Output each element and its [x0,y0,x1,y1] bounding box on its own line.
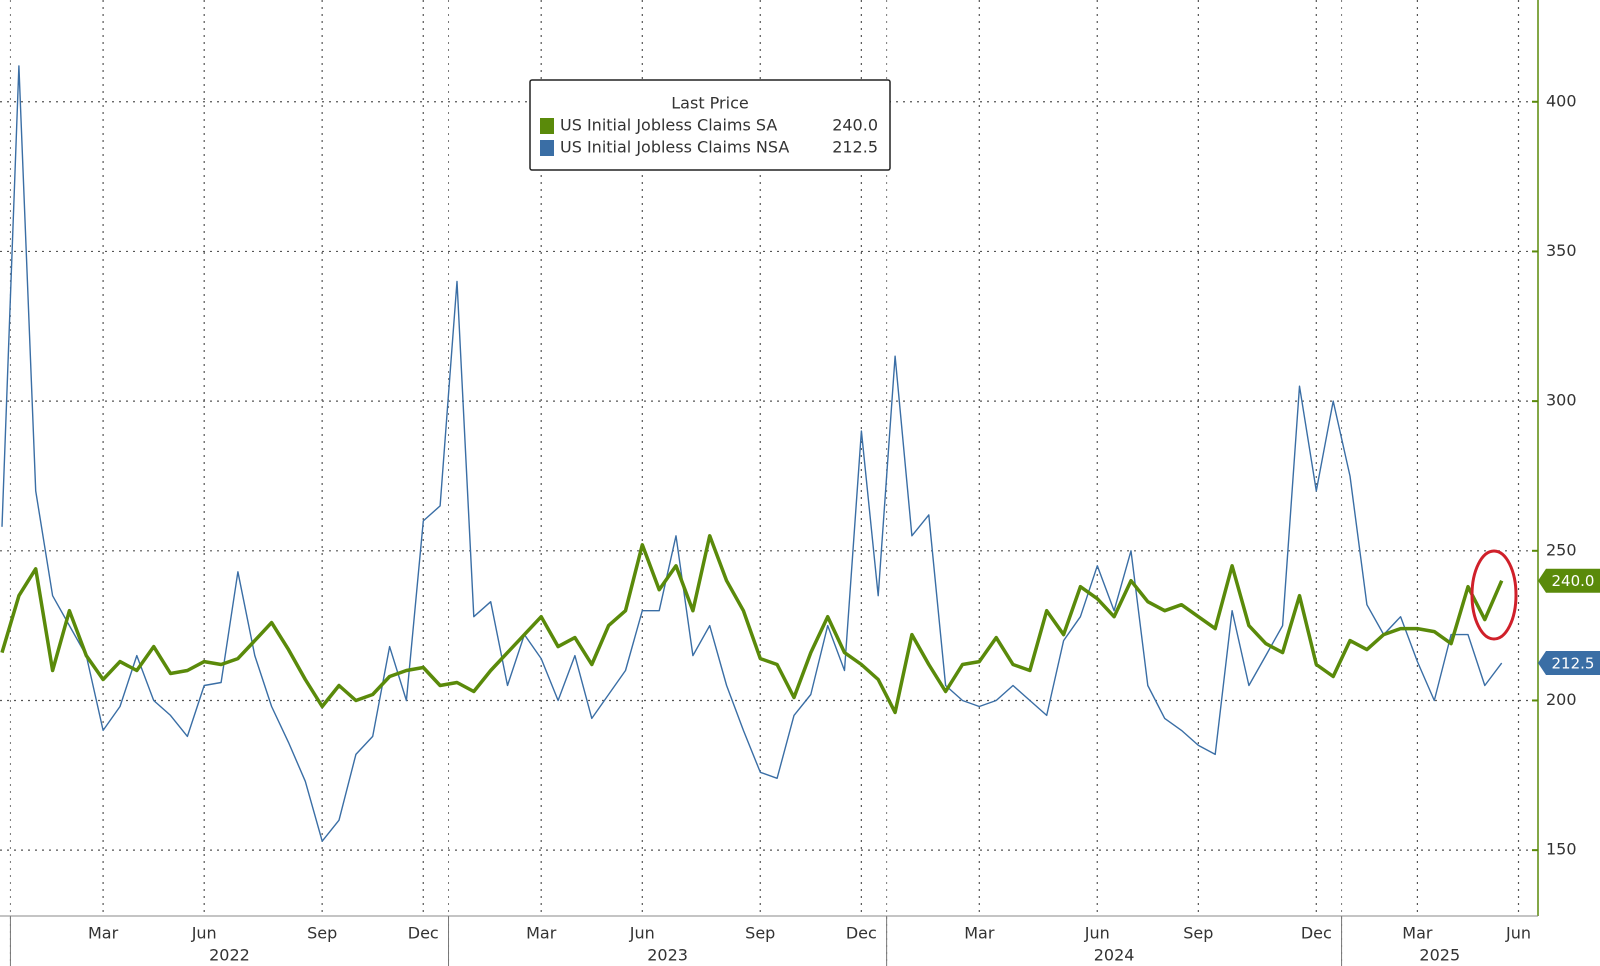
x-tick-label: Jun [1084,924,1110,943]
x-tick-label: Mar [1402,924,1433,943]
y-tick-label: 350 [1546,241,1577,260]
y-tick-label: 250 [1546,540,1577,559]
y-tick-label: 300 [1546,391,1577,410]
y-tick-label: 400 [1546,91,1577,110]
legend-value: 240.0 [832,116,878,135]
x-tick-label: Jun [191,924,217,943]
year-label: 2024 [1094,946,1135,965]
x-tick-label: Mar [526,924,557,943]
x-tick-label: Mar [88,924,119,943]
legend: Last Price US Initial Jobless Claims NSA… [529,79,891,171]
y-tick-label: 200 [1546,690,1577,709]
x-tick-label: Sep [1183,924,1213,943]
legend-swatch [540,118,554,134]
year-label: 2022 [209,946,250,965]
x-tick-label: Jun [629,924,655,943]
x-tick-label: Sep [307,924,337,943]
legend-title: Last Price [671,94,748,113]
y-tick-label: 150 [1546,840,1577,859]
x-tick-label: Dec [1301,924,1332,943]
series-line [1,65,1503,842]
x-tick-label: Mar [964,924,995,943]
legend-label: US Initial Jobless Claims SA [560,116,777,135]
series-line [0,534,1504,715]
last-value-label: 240.0 [1552,572,1595,590]
year-label: 2023 [647,946,688,965]
x-tick-label: Sep [745,924,775,943]
last-value-tag [1538,651,1600,676]
year-label: 2025 [1419,946,1460,965]
x-tick-label: Jun [1505,924,1531,943]
legend-label: US Initial Jobless Claims NSA [560,138,789,157]
highlight-ellipse [1470,549,1518,641]
legend-box [529,79,891,171]
last-value-tag [1538,568,1600,593]
last-value-label: 212.5 [1552,655,1595,673]
x-tick-label: Dec [846,924,877,943]
legend-swatch [540,140,554,156]
x-tick-label: Dec [408,924,439,943]
legend-value: 212.5 [832,138,878,157]
